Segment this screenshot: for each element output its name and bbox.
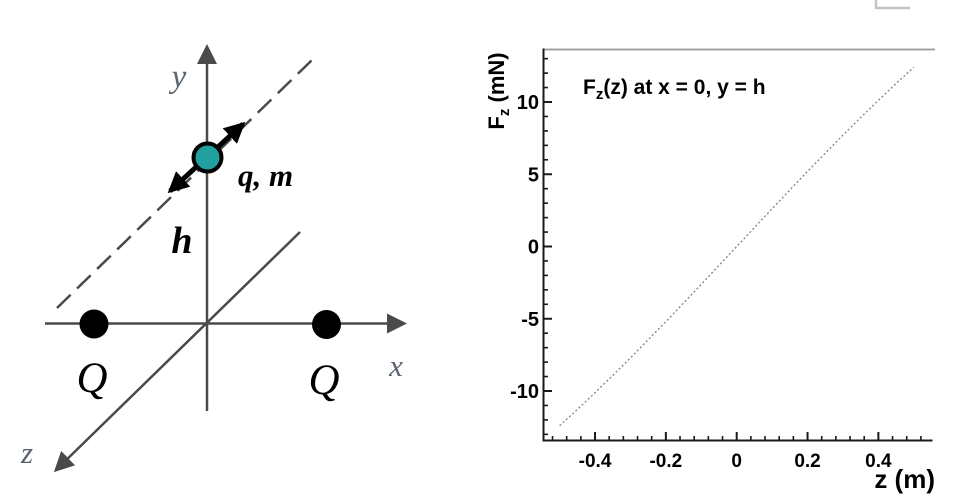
test-charge-dot — [191, 141, 224, 174]
x-tick-label: 0 — [731, 451, 742, 472]
ylabel-rest: (mN) — [487, 52, 509, 108]
y-tick-label: 10 — [517, 92, 539, 114]
x-axis-label: x — [388, 348, 403, 383]
ylabel-subscript: z — [496, 109, 513, 117]
y-tick-label: 0 — [528, 237, 539, 259]
test-charge-label: q, m — [238, 158, 293, 193]
fixed-charge-left-dot — [79, 309, 109, 339]
x-tick-label: -0.4 — [579, 451, 612, 472]
plot-annotation: Fz(z) at x = 0, y = h — [583, 76, 766, 103]
z-axis-label: z — [20, 435, 33, 470]
plot-xlabel: z (m) — [874, 464, 935, 494]
plot-ylabel: Fz (mN) — [487, 52, 513, 129]
y-tick-label: -10 — [510, 381, 539, 403]
fixed-charge-right-dot — [312, 310, 341, 339]
x-tick-label: 0.2 — [794, 451, 820, 472]
y-tick-label: 5 — [528, 164, 539, 186]
fixed-charge-right-label: Q — [308, 357, 339, 404]
annotation-main: F — [583, 76, 596, 99]
ylabel-main: F — [487, 116, 509, 129]
y-tick-label: -5 — [521, 309, 539, 331]
x-tick-label: -0.2 — [649, 451, 682, 472]
x-tick-label: 0.4 — [865, 451, 892, 472]
force-curve — [559, 66, 915, 427]
annotation-subscript: z — [596, 86, 604, 103]
charge-diagram: y x z h q, m Q Q — [20, 44, 407, 473]
z-axis-line — [53, 231, 301, 473]
cropped-box-corner — [874, 0, 910, 10]
annotation-rest: (z) at x = 0, y = h — [603, 76, 765, 99]
height-label: h — [171, 220, 192, 262]
fixed-charge-left-label: Q — [76, 355, 107, 402]
tick-marks-layer — [543, 57, 922, 441]
y-axis-label: y — [169, 59, 187, 95]
tick-labels-layer: -0.4 -0.2 0 0.2 0.4 10 5 0 -5 -10 — [510, 92, 892, 472]
